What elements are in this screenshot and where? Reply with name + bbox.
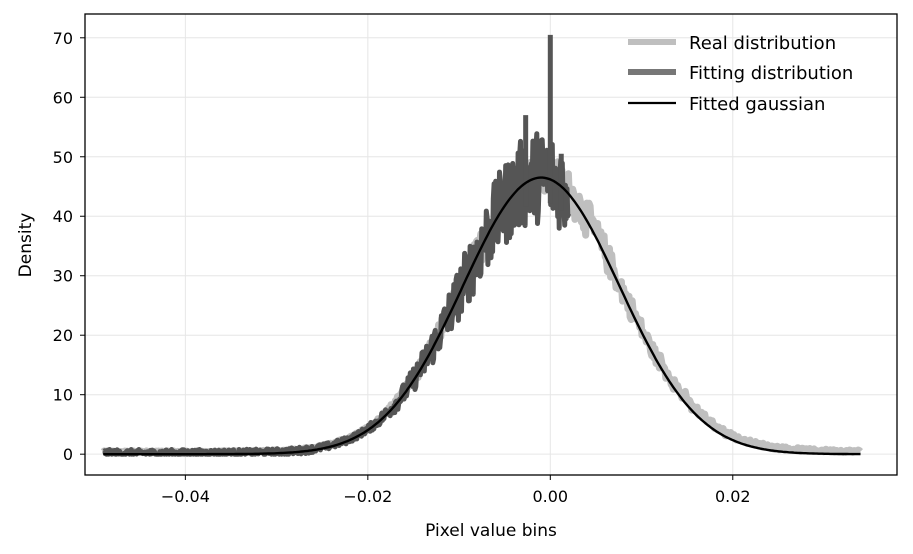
x-tick-label: −0.02 [343,487,392,506]
x-axis-label: Pixel value bins [425,521,557,541]
legend-label-gaussian: Fitted gaussian [689,94,825,115]
x-tick-label: −0.04 [161,487,210,506]
x-tick-label: 0.02 [715,487,751,506]
y-tick-label: 50 [53,148,73,167]
y-tick-label: 60 [53,88,73,107]
legend-label-real: Real distribution [689,33,836,54]
y-tick-label: 30 [53,267,73,286]
y-axis-label: Density [16,213,36,278]
x-axis: −0.04 −0.02 0.00 0.02 [161,475,751,506]
y-axis: 0 10 20 30 40 50 60 70 [53,29,85,464]
plot-frame [84,13,898,476]
y-tick-label: 10 [53,386,73,405]
legend-label-fitting: Fitting distribution [689,63,853,84]
y-tick-label: 70 [53,29,73,48]
plot-area [100,34,863,457]
series-fitted-gaussian [103,176,861,456]
y-tick-label: 0 [63,445,73,464]
y-tick-label: 40 [53,207,73,226]
legend: Real distribution Fitting distribution F… [628,33,853,115]
x-tick-label: 0.00 [532,487,568,506]
y-tick-label: 20 [53,326,73,345]
